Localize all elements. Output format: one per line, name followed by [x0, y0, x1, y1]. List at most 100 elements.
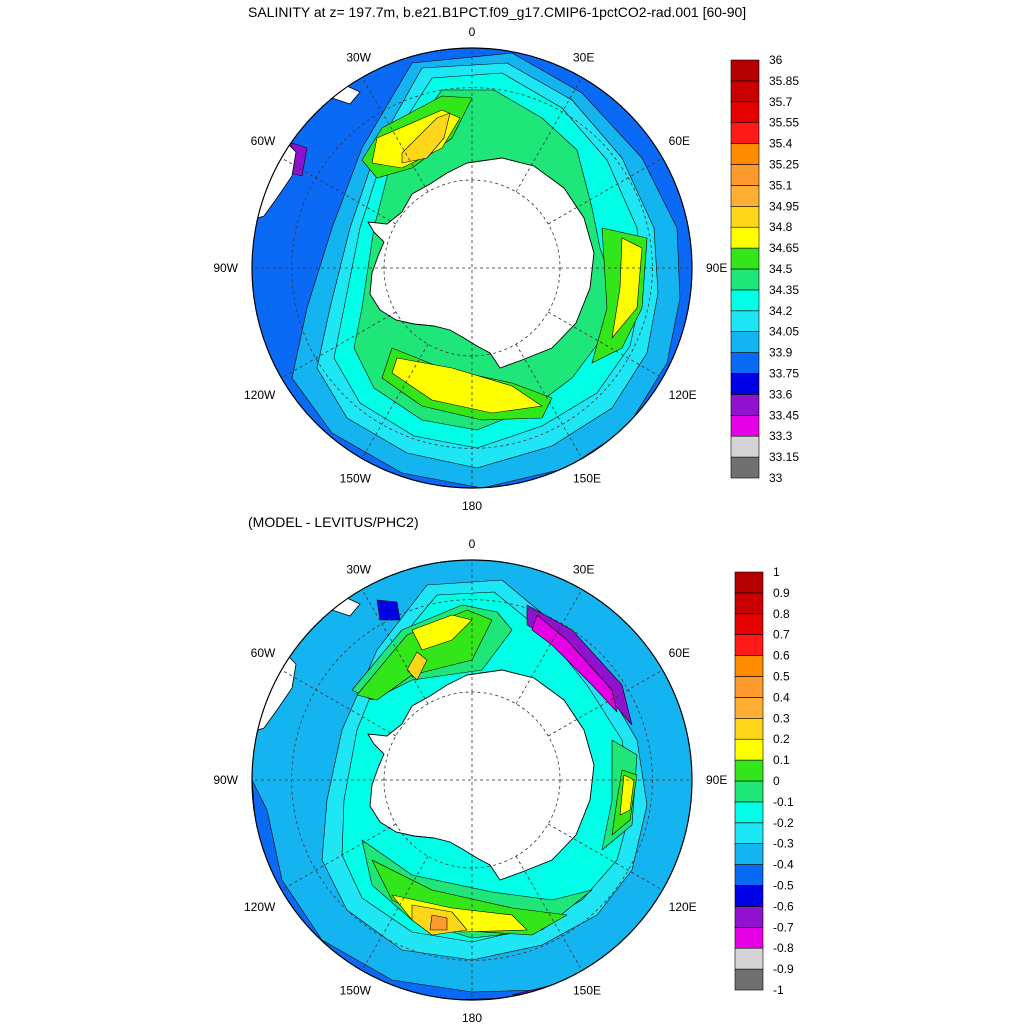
land-antarctica	[367, 157, 595, 369]
lon-label: 30E	[573, 50, 594, 64]
colorbar-swatch	[730, 226, 760, 249]
colorbar-label: 33.15	[769, 450, 799, 464]
lon-label: 60E	[669, 134, 690, 148]
colorbar-swatch	[730, 101, 760, 124]
colorbar-label: 35.4	[769, 137, 793, 151]
colorbar-label: 0.6	[773, 649, 790, 663]
colorbar-swatch	[734, 571, 764, 594]
colorbar-label: -0.5	[773, 879, 794, 893]
lon-label: 30W	[346, 50, 371, 64]
lon-label: 30E	[573, 562, 594, 576]
lon-label: 150W	[340, 472, 372, 486]
colorbar-swatch	[734, 822, 764, 844]
lon-label: 60E	[669, 646, 690, 660]
colorbar-label: 0.9	[773, 586, 790, 600]
lon-label: 180	[462, 499, 482, 513]
colorbar-swatch	[730, 247, 760, 270]
colorbar-swatch	[734, 613, 764, 635]
colorbar-swatch	[730, 310, 760, 332]
colorbar-swatch	[730, 143, 760, 165]
colorbar-label: 33.75	[769, 367, 799, 381]
lon-label: 120W	[244, 388, 276, 402]
contour-region-13	[411, 614, 473, 651]
colorbar-difference: -1 -0.9 -0.8 -0.7 -0.6 -0.5 -0.4 -0.3 -0.2 -0.1 0 0…	[734, 565, 794, 997]
colorbar-label: 0.3	[773, 711, 790, 725]
contour-region-21	[376, 599, 401, 621]
colorbar-swatch	[734, 697, 764, 719]
colorbar-label: 0.1	[773, 753, 790, 767]
colorbar-label: 0.4	[773, 690, 790, 704]
colorbar-swatch	[730, 185, 760, 207]
colorbar-swatch	[734, 676, 764, 698]
contour-region-15	[619, 774, 635, 816]
colorbar-label: 35.1	[769, 178, 793, 192]
colorbar-swatch	[730, 268, 760, 291]
chart-title-salinity: SALINITY at z= 197.7m, b.e21.B1PCT.f09_g…	[248, 4, 747, 20]
colorbar-label: 34.5	[769, 262, 793, 276]
colorbar-label: 35.85	[769, 74, 799, 88]
colorbar-label: 0.2	[773, 732, 790, 746]
colorbar-swatch	[730, 394, 760, 416]
colorbar-label: -0.9	[773, 962, 794, 976]
lon-label: 90W	[213, 773, 238, 787]
graticule	[252, 560, 692, 1000]
colorbar-label: 34.05	[769, 325, 799, 339]
colorbar-label: 34.65	[769, 241, 799, 255]
colorbar-swatch	[730, 352, 760, 374]
colorbar-swatch	[730, 331, 760, 353]
contour-region-16	[406, 651, 428, 681]
map-border	[251, 47, 693, 489]
colorbar-swatch	[730, 435, 760, 458]
contour-region-9	[391, 357, 543, 414]
graticule	[252, 48, 692, 488]
colorbar-swatch	[730, 59, 760, 82]
colorbar-label: 36	[769, 53, 783, 67]
lon-label: 90E	[706, 261, 727, 275]
colorbar-label: 0.7	[773, 628, 790, 642]
colorbar-swatch	[730, 80, 760, 103]
colorbar-swatch	[730, 122, 760, 144]
colorbar-swatch	[734, 592, 764, 615]
lon-label: 120E	[669, 388, 697, 402]
lon-label: 150E	[573, 984, 601, 998]
contour-region-10	[611, 237, 643, 339]
colorbar-swatch	[734, 906, 764, 928]
lon-label: 150E	[573, 472, 601, 486]
colorbar-salinity: 33 33.15 33.3 33.45 33.6 33.75 33.9 34.05 34.2 34…	[730, 53, 799, 485]
colorbar-label: -0.1	[773, 795, 794, 809]
colorbar-swatch	[730, 164, 760, 186]
lon-label: 60W	[251, 646, 276, 660]
colorbar-label: 34.35	[769, 283, 799, 297]
land-antarctica	[367, 669, 595, 881]
lon-label: 60W	[251, 134, 276, 148]
colorbar-label: -0.2	[773, 816, 794, 830]
polar-map-difference: 0 30E 60E 90E 120E 150E 180 150W 120W 90W 60W 30W	[213, 537, 727, 1024]
lon-label: 150W	[340, 984, 372, 998]
lon-label: 0	[469, 537, 476, 551]
colorbar-swatch	[734, 801, 764, 824]
colorbar-swatch	[734, 759, 764, 782]
contour-region-18	[429, 914, 448, 931]
map-border	[251, 559, 693, 1001]
colorbar-label: -0.3	[773, 837, 794, 851]
colorbar-swatch	[734, 717, 764, 740]
lon-label: 120E	[669, 900, 697, 914]
polar-map-salinity: 0 30E 60E 90E 120E 150E 180 150W 120W 90W 60W 30W	[213, 25, 727, 513]
colorbar-label: 35.7	[769, 95, 793, 109]
colorbar-swatch	[730, 206, 760, 228]
colorbar-swatch	[734, 926, 764, 949]
colorbar-swatch	[734, 843, 764, 865]
colorbar-label: 1	[773, 565, 780, 579]
colorbar-label: 0.8	[773, 607, 790, 621]
colorbar-label: 35.25	[769, 158, 799, 172]
colorbar-swatch	[734, 947, 764, 970]
colorbar-label: 35.55	[769, 116, 799, 130]
colorbar-label: -0.7	[773, 920, 794, 934]
lon-label: 30W	[346, 562, 371, 576]
colorbar-label: 33.9	[769, 346, 793, 360]
colorbar-label: 34.95	[769, 199, 799, 213]
colorbar-label: 33.6	[769, 387, 793, 401]
colorbar-label: -0.8	[773, 941, 794, 955]
colorbar-label: -1	[773, 983, 784, 997]
